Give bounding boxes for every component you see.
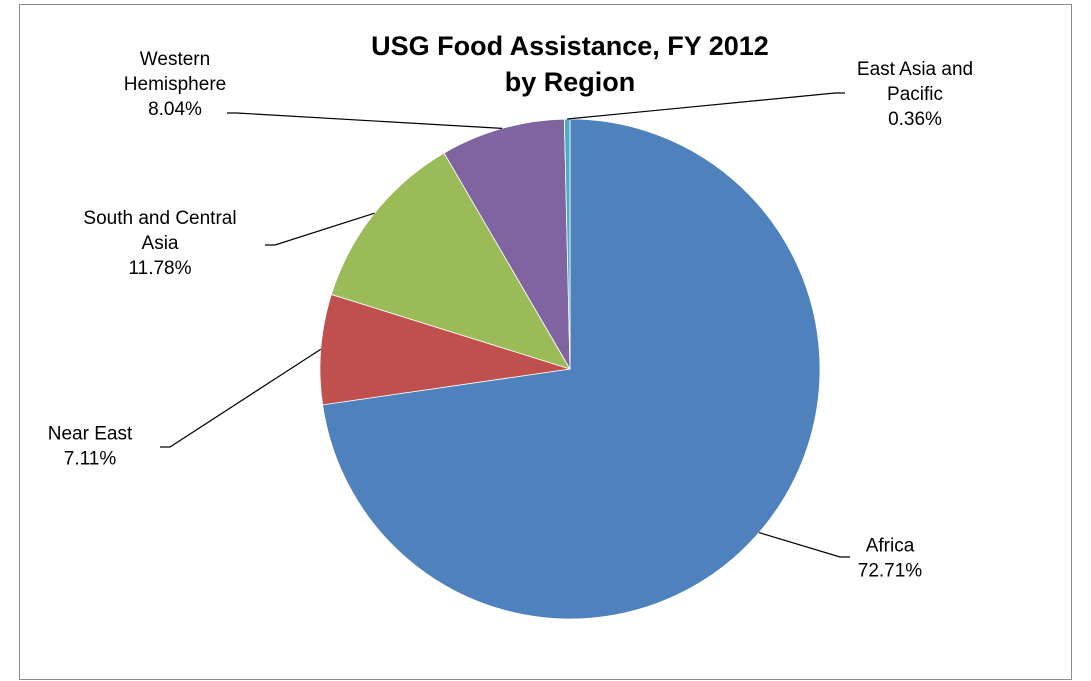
leader-line — [758, 532, 850, 558]
slice-percent-label: 7.11% — [64, 449, 117, 470]
slice-labels: Africa 72.71% Near East 7.11% South and Cent… — [48, 49, 973, 582]
leader-line — [160, 348, 322, 448]
slice-name-label: Africa — [866, 536, 915, 557]
leader-line — [567, 92, 845, 120]
slice-percent-label: 8.04% — [148, 99, 202, 120]
slice-name-label: East Asia and — [857, 59, 973, 80]
slice-name-label: Near East — [48, 424, 133, 445]
chart-title: USG Food Assistance, FY 2012 — [371, 31, 769, 61]
slice-name-label: South and Central — [83, 208, 236, 229]
slice-name-label: Western — [140, 49, 210, 70]
slice-percent-label: 11.78% — [128, 258, 191, 279]
slice-name-label: Asia — [142, 233, 179, 254]
chart-subtitle: by Region — [505, 67, 636, 97]
pie-slice-south-and-central-asia — [330, 152, 571, 370]
leader-lines — [160, 92, 850, 558]
leader-line — [265, 212, 375, 246]
slice-name-label: Pacific — [887, 84, 943, 105]
slice-name-label: Hemisphere — [124, 74, 226, 95]
slice-percent-label: 0.36% — [888, 109, 942, 130]
pie-slice-near-east — [319, 293, 571, 406]
leader-line — [227, 112, 503, 129]
slice-percent-label: 72.71% — [858, 561, 923, 582]
pie-slices — [319, 118, 821, 620]
pie-slice-africa — [322, 118, 821, 620]
